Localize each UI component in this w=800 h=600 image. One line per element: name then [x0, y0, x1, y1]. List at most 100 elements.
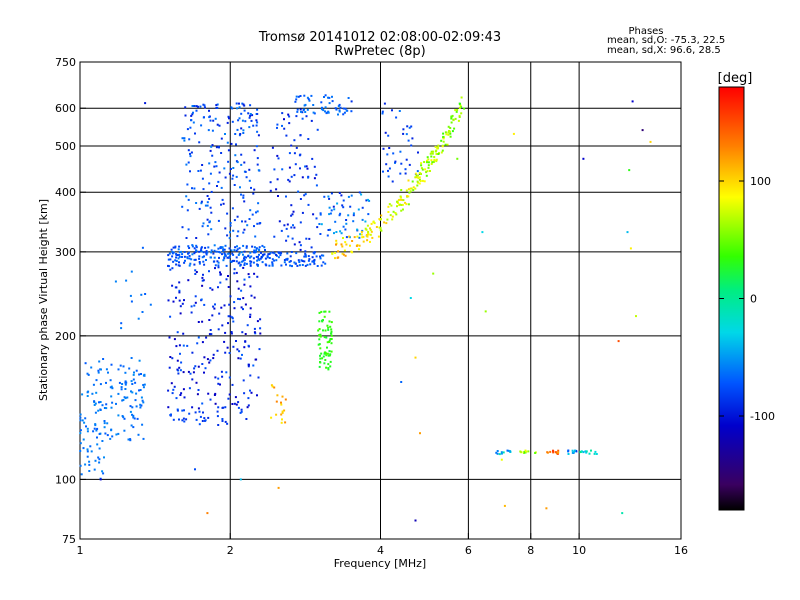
echo-point — [208, 197, 211, 200]
chart-subtitle: RwPretec (8p) — [334, 44, 425, 59]
echo-point — [127, 438, 130, 441]
echo-point — [201, 284, 204, 287]
echo-point — [575, 450, 578, 453]
echo-point — [329, 360, 332, 363]
echo-point — [118, 381, 121, 384]
echo-point — [183, 420, 186, 423]
echo-point — [329, 365, 332, 368]
echo-point — [419, 180, 422, 182]
echo-point — [240, 112, 243, 115]
echo-point — [138, 389, 140, 392]
echo-point — [327, 363, 330, 366]
echo-point — [250, 391, 253, 394]
echo-point — [414, 187, 417, 190]
echo-point — [179, 394, 182, 396]
echo-point — [224, 406, 227, 409]
echo-point — [219, 251, 222, 254]
echo-point — [168, 336, 171, 339]
echo-point — [178, 245, 181, 248]
echo-point — [444, 131, 447, 134]
echo-point — [410, 125, 413, 128]
echo-point — [449, 132, 452, 135]
echo-point — [234, 246, 237, 249]
echo-point — [204, 246, 207, 249]
echo-point — [140, 373, 142, 375]
echo-point — [189, 372, 192, 375]
x-tick-label: 4 — [377, 544, 384, 557]
echo-point — [256, 263, 259, 266]
echo-point — [252, 257, 255, 260]
echo-point — [259, 332, 262, 335]
phase-stats-heading: Phases — [628, 26, 663, 37]
echo-point — [201, 164, 204, 166]
echo-point — [256, 163, 259, 166]
y-tick-label: 300 — [55, 246, 76, 259]
echo-point — [534, 452, 537, 454]
echo-point — [304, 193, 307, 196]
echo-point — [445, 133, 448, 136]
echo-point — [628, 169, 631, 172]
echo-point — [427, 166, 430, 169]
echo-point — [215, 250, 218, 253]
echo-point — [176, 409, 179, 412]
echo-point — [300, 110, 302, 113]
echo-point — [172, 260, 175, 263]
echo-point — [324, 310, 327, 313]
echo-point — [130, 424, 133, 427]
echo-point — [312, 111, 315, 114]
echo-point — [248, 116, 251, 119]
echo-point — [184, 114, 187, 117]
echo-point — [426, 156, 429, 159]
echo-point — [281, 418, 283, 421]
echo-point — [320, 101, 323, 104]
echo-point — [194, 269, 197, 272]
echo-point — [243, 392, 246, 395]
echo-point — [351, 251, 354, 254]
echo-point — [104, 432, 107, 435]
echo-point — [205, 253, 208, 256]
echo-point — [361, 236, 364, 239]
echo-point — [348, 235, 351, 238]
echo-point — [338, 109, 341, 112]
echo-point — [257, 255, 259, 258]
echo-point — [268, 253, 271, 255]
echo-point — [415, 176, 418, 179]
echo-point — [181, 205, 184, 208]
echo-point — [248, 218, 251, 220]
echo-point — [283, 127, 286, 130]
echo-point — [264, 263, 267, 266]
echo-point — [117, 392, 120, 395]
echo-point — [79, 464, 82, 467]
echo-point — [225, 264, 228, 267]
echo-point — [132, 426, 135, 429]
echo-point — [255, 247, 258, 250]
echo-point — [261, 261, 264, 264]
echo-point — [167, 254, 170, 257]
echo-point — [271, 251, 274, 254]
echo-point — [276, 154, 279, 157]
echo-point — [83, 421, 86, 424]
echo-point — [387, 169, 389, 172]
echo-point — [235, 260, 238, 263]
echo-point — [257, 202, 260, 205]
echo-point — [178, 255, 181, 258]
echo-point — [405, 158, 408, 161]
echo-point — [121, 399, 124, 402]
echo-point — [224, 176, 227, 179]
echo-point — [447, 133, 450, 136]
echo-point — [225, 371, 228, 374]
echo-point — [378, 218, 381, 221]
echo-point — [307, 255, 310, 258]
echo-point — [260, 256, 263, 258]
echo-point — [193, 247, 196, 250]
echo-point — [234, 396, 237, 399]
echo-point — [297, 259, 300, 262]
echo-point — [304, 254, 307, 257]
echo-point — [327, 326, 330, 329]
echo-point — [103, 420, 106, 422]
echo-point — [281, 168, 284, 171]
echo-point — [183, 139, 186, 142]
echo-point — [299, 167, 301, 170]
echo-point — [176, 359, 179, 362]
echo-point — [582, 157, 585, 160]
